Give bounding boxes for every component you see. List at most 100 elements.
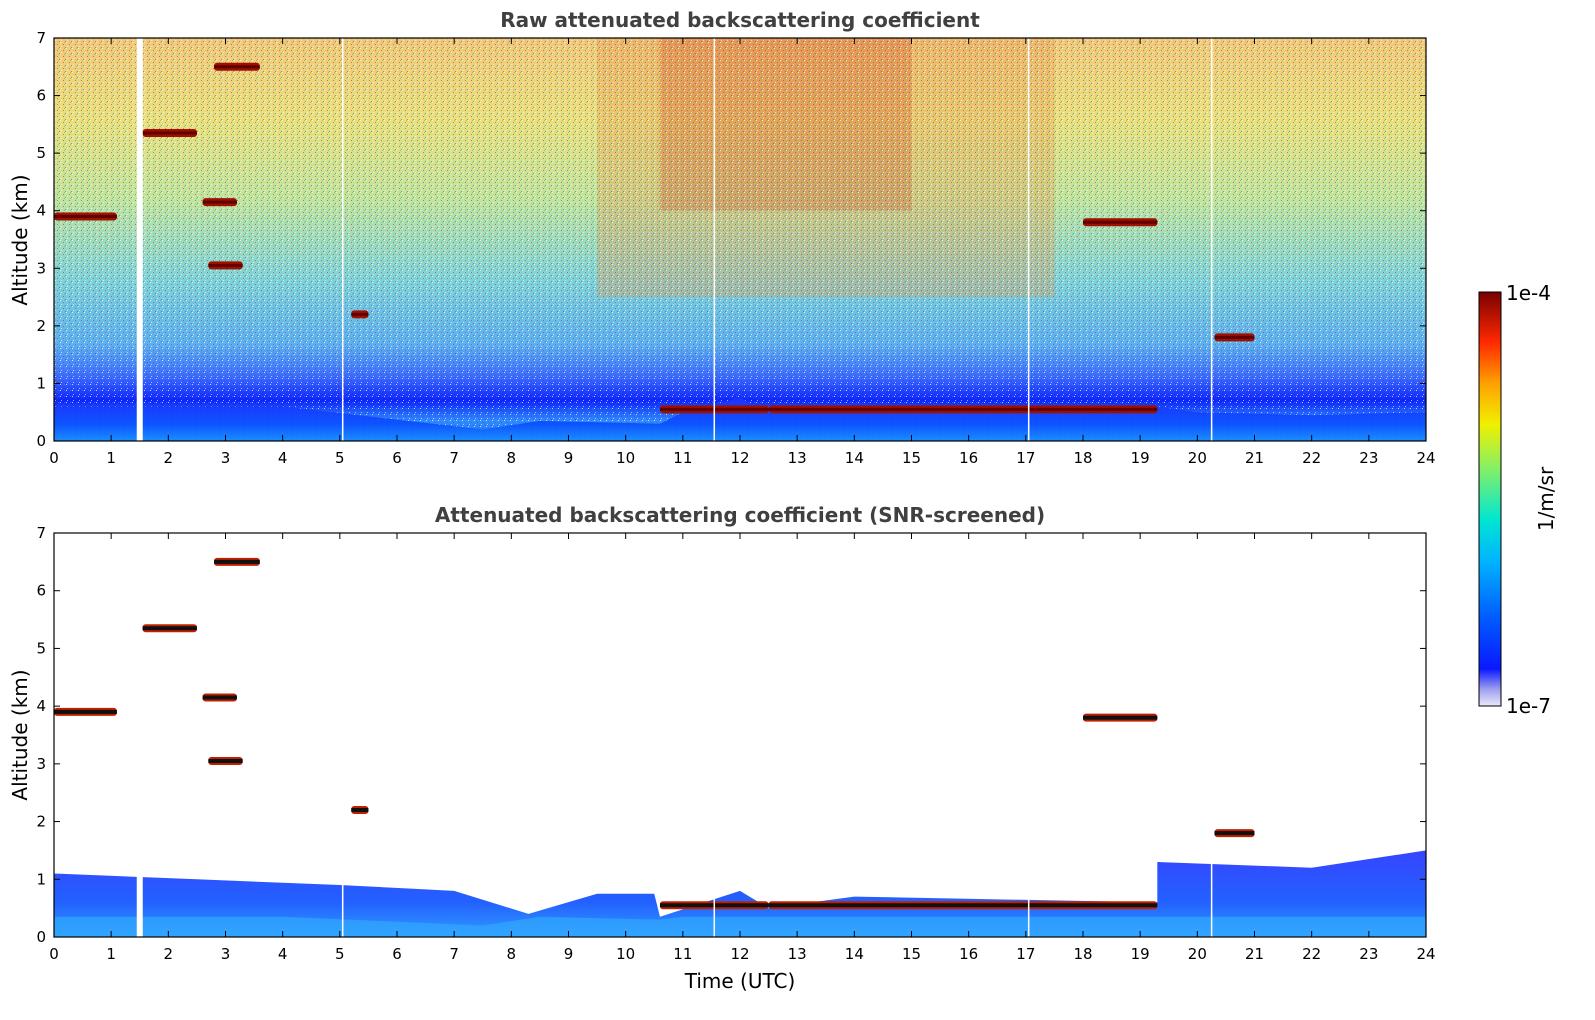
raw-heatmap (54, 38, 1426, 441)
colorbar-min-label: 1e-7 (1506, 694, 1551, 718)
colorbar: 1e-4 1e-7 1/m/sr (1478, 281, 1558, 718)
snr-cloud-core (768, 903, 1158, 908)
x-tick-label: 1 (106, 449, 116, 467)
y-tick-label: 7 (36, 29, 46, 47)
y-tick-label: 0 (36, 432, 46, 450)
x-tick-label: 7 (449, 945, 459, 963)
x-tick-label: 12 (730, 449, 749, 467)
x-tick-label: 19 (1131, 449, 1150, 467)
raw-cloud-core (1083, 220, 1158, 224)
x-tick-label: 16 (959, 449, 978, 467)
x-tick-label: 9 (564, 945, 574, 963)
x-tick-label: 17 (1016, 449, 1035, 467)
colorbar-max-label: 1e-4 (1506, 281, 1551, 305)
x-tick-label: 18 (1073, 449, 1092, 467)
x-tick-label: 21 (1245, 449, 1264, 467)
x-tick-label: 10 (616, 449, 635, 467)
y-tick-label: 2 (36, 813, 46, 831)
x-tick-label: 14 (845, 945, 864, 963)
y-tick-label: 2 (36, 317, 46, 335)
y-tick-label: 3 (36, 259, 46, 277)
snr-cloud-core (54, 709, 117, 714)
snr-cloud-core (142, 626, 197, 631)
x-tick-label: 16 (959, 945, 978, 963)
snr-panel-title: Attenuated backscattering coefficient (S… (435, 503, 1045, 527)
x-tick-label: 2 (164, 945, 174, 963)
raw-cloud-core (208, 263, 243, 267)
raw-cloud-core (142, 131, 197, 135)
x-tick-label: 0 (49, 449, 59, 467)
snr-cloud-core (202, 695, 237, 700)
x-tick-label: 5 (335, 449, 345, 467)
x-tick-label: 5 (335, 945, 345, 963)
x-tick-label: 4 (278, 449, 288, 467)
x-axis-label: Time (UTC) (684, 969, 796, 993)
y-tick-label: 1 (36, 374, 46, 392)
x-tick-label: 13 (788, 449, 807, 467)
raw-panel: Raw attenuated backscattering coefficien… (8, 8, 1436, 467)
x-tick-label: 6 (392, 449, 402, 467)
x-tick-label: 1 (106, 945, 116, 963)
snr-data-gap (1210, 850, 1213, 937)
y-tick-label: 3 (36, 755, 46, 773)
raw-y-axis-label: Altitude (km) (8, 174, 32, 305)
x-tick-label: 20 (1188, 449, 1207, 467)
x-tick-label: 19 (1131, 945, 1150, 963)
snr-cloud-core (214, 559, 260, 564)
snr-cloud-core (1083, 715, 1158, 720)
x-tick-label: 18 (1073, 945, 1092, 963)
raw-cloud-core (202, 200, 237, 204)
raw-boundary-layer (54, 397, 1426, 441)
x-tick-label: 6 (392, 945, 402, 963)
raw-speckle (54, 38, 1426, 441)
y-tick-label: 4 (36, 202, 46, 220)
raw-y-axis: 0 1 2 3 4 5 6 7 (36, 29, 1426, 450)
raw-cloud-core (214, 65, 260, 69)
raw-cloud-core (1214, 335, 1255, 339)
x-tick-label: 3 (221, 945, 231, 963)
snr-data-gap (341, 850, 344, 937)
x-tick-label: 15 (902, 449, 921, 467)
y-tick-label: 0 (36, 928, 46, 946)
x-tick-label: 0 (49, 945, 59, 963)
x-tick-label: 20 (1188, 945, 1207, 963)
y-tick-label: 5 (36, 144, 46, 162)
raw-panel-title: Raw attenuated backscattering coefficien… (500, 8, 980, 32)
x-tick-label: 11 (673, 449, 692, 467)
snr-heatmap (54, 557, 1426, 937)
y-tick-label: 6 (36, 87, 46, 105)
x-tick-label: 12 (730, 945, 749, 963)
x-tick-label: 4 (278, 945, 288, 963)
x-tick-label: 23 (1359, 449, 1378, 467)
x-tick-label: 8 (507, 449, 517, 467)
x-tick-label: 22 (1302, 945, 1321, 963)
x-tick-label: 13 (788, 945, 807, 963)
x-tick-label: 3 (221, 449, 231, 467)
raw-cloud-core (351, 312, 369, 316)
x-tick-label: 21 (1245, 945, 1264, 963)
x-tick-label: 8 (507, 945, 517, 963)
snr-x-axis: 0 1 2 3 4 5 6 7 8 9 10 11 12 13 14 15 16 17 18 19 20 21 22 23 24 (49, 533, 1436, 963)
x-tick-label: 11 (673, 945, 692, 963)
raw-data-gap (1027, 38, 1030, 441)
y-tick-label: 4 (36, 697, 46, 715)
x-tick-label: 24 (1416, 449, 1435, 467)
x-tick-label: 9 (564, 449, 574, 467)
colorbar-units-label: 1/m/sr (1534, 466, 1558, 531)
y-tick-label: 6 (36, 582, 46, 600)
x-tick-label: 10 (616, 945, 635, 963)
x-tick-label: 7 (449, 449, 459, 467)
raw-data-gap (1210, 38, 1213, 441)
raw-x-axis: 0 1 2 3 4 5 6 7 8 9 10 11 12 13 14 15 16 17 18 19 20 21 22 23 24 (49, 38, 1436, 467)
x-tick-label: 23 (1359, 945, 1378, 963)
snr-data-gap (1027, 850, 1030, 937)
snr-panel: Attenuated backscattering coefficient (S… (8, 503, 1436, 993)
x-tick-label: 24 (1416, 945, 1435, 963)
raw-data-gap (341, 38, 344, 441)
y-tick-label: 7 (36, 524, 46, 542)
y-tick-label: 1 (36, 870, 46, 888)
colorbar-gradient (1478, 291, 1502, 707)
raw-data-gap (136, 38, 143, 441)
snr-cloud-core (351, 808, 369, 813)
